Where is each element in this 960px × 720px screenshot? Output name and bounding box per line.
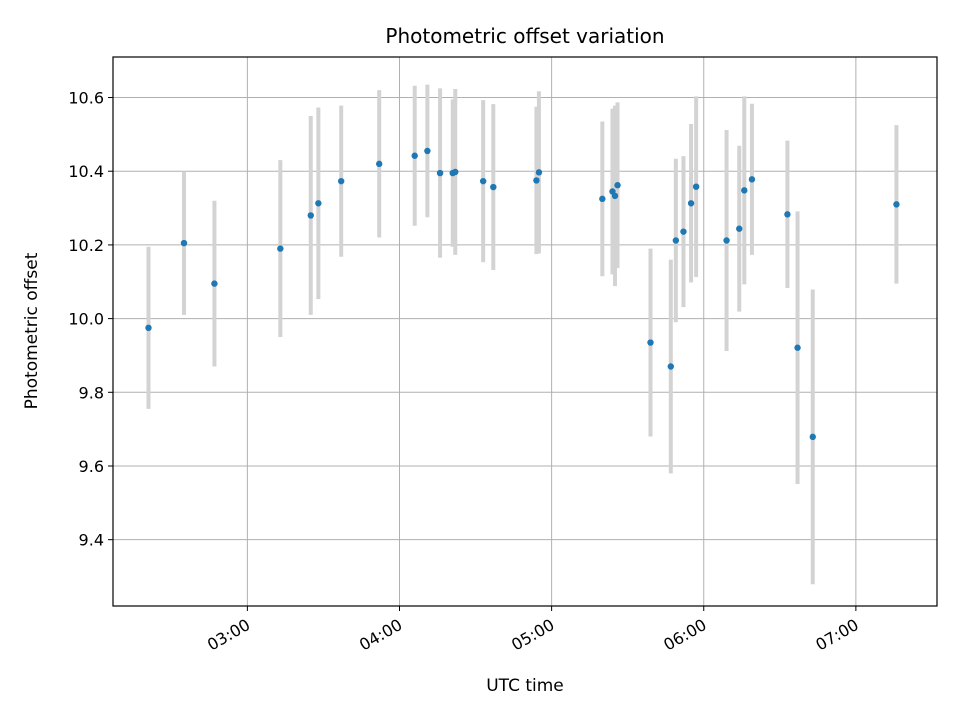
- data-point: [692, 183, 700, 190]
- data-point: [741, 187, 748, 194]
- x-axis-label: UTC time: [486, 676, 564, 696]
- data-point: [680, 228, 687, 235]
- y-tick-label: 10.2: [68, 236, 104, 255]
- data-point: [748, 176, 756, 183]
- data-point: [315, 200, 322, 207]
- data-point: [376, 160, 383, 168]
- data-point: [809, 433, 816, 441]
- data-point: [784, 211, 791, 218]
- data-point: [490, 183, 497, 191]
- data-point: [687, 200, 695, 207]
- data-point: [452, 168, 459, 176]
- data-point: [614, 182, 621, 189]
- data-point: [277, 245, 284, 252]
- data-point: [893, 201, 900, 208]
- data-point: [611, 192, 619, 200]
- data-point: [794, 344, 801, 351]
- data-point: [736, 225, 743, 232]
- data-point: [723, 237, 730, 244]
- data-point: [672, 237, 680, 244]
- chart-title: Photometric offset variation: [385, 24, 664, 48]
- y-tick-label: 9.6: [79, 457, 104, 476]
- data-point: [667, 363, 674, 370]
- data-point: [535, 169, 543, 176]
- y-axis-label: Photometric offset: [22, 252, 42, 409]
- data-point: [211, 280, 218, 287]
- data-point: [411, 152, 418, 159]
- point-layer: [145, 147, 900, 441]
- data-point: [533, 177, 540, 184]
- data-point: [436, 169, 444, 177]
- data-point: [599, 195, 606, 203]
- data-point: [647, 339, 654, 346]
- plot-frame: [112, 56, 938, 607]
- data-point: [307, 212, 314, 219]
- y-tick-label: 9.4: [79, 531, 104, 550]
- data-point: [337, 177, 345, 185]
- y-tick-label: 9.8: [79, 383, 104, 402]
- data-point: [424, 147, 431, 155]
- data-point: [180, 239, 188, 247]
- grid-layer: [113, 57, 937, 606]
- data-point: [145, 324, 152, 332]
- y-tick-label: 10.6: [68, 89, 104, 108]
- data-point: [479, 177, 487, 185]
- y-tick-label: 10.0: [68, 310, 104, 329]
- y-tick-label: 10.4: [68, 162, 104, 181]
